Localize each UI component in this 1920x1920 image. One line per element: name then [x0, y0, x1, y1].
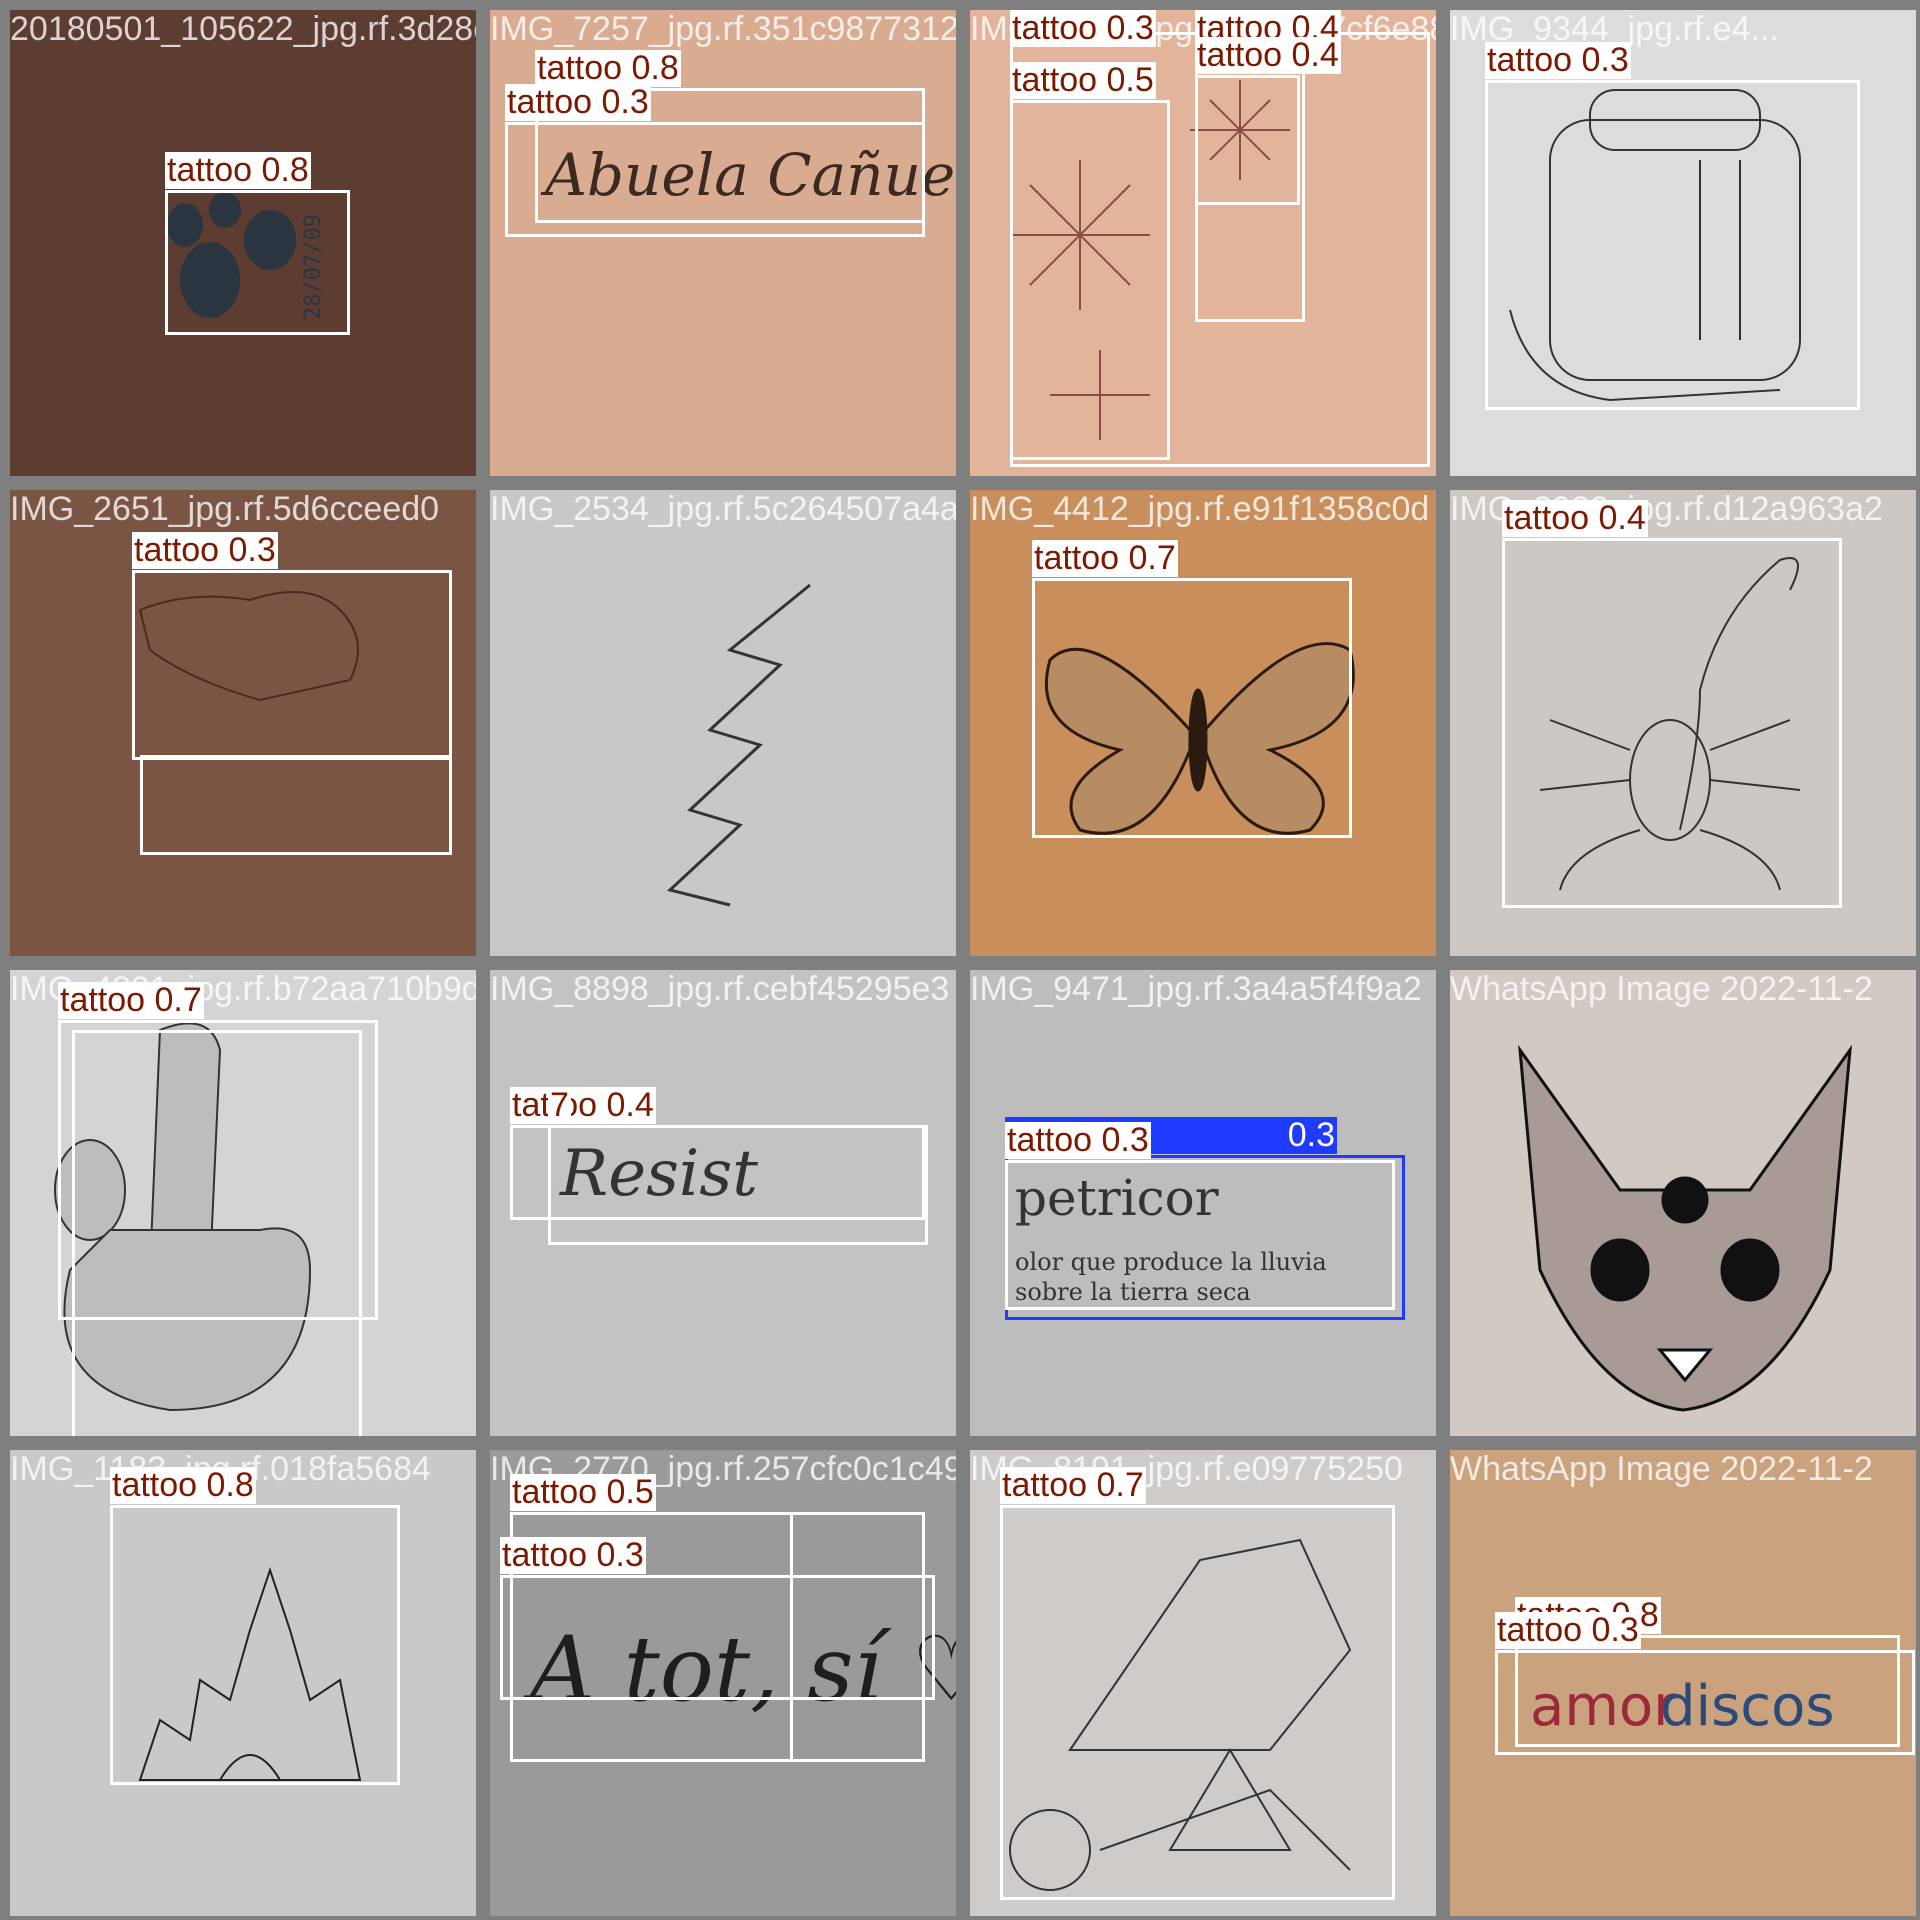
tile-photo [970, 970, 1436, 1436]
tattoo-artwork: Resist [559, 1137, 758, 1211]
tattoo-artwork: A tot, sí ♡ [523, 1617, 956, 1722]
detection-box [1195, 75, 1300, 205]
svg-text:Resist: Resist [559, 1137, 758, 1211]
detection-box [790, 1512, 925, 1762]
detection-label: tattoo 0.5 [1010, 61, 1156, 99]
image-tile: IMG_8191_jpg.rf.e09775250 tattoo 0.7 [970, 1450, 1436, 1916]
tattoo-artwork: Abuela Cañuela [540, 141, 956, 209]
detection-label: tattoo 0.3 [1010, 10, 1156, 47]
detection-box [140, 755, 452, 855]
detection-label: tattoo 0.3 [1005, 1121, 1151, 1159]
image-tile: IMG_2651_jpg.rf.5d6cceed0 tattoo 0.3 [10, 490, 476, 956]
detection-box [1515, 1635, 1900, 1747]
tile-filename: IMG_9471_jpg.rf.3a4a5f4f9a2 [970, 970, 1422, 1008]
detection-label: tattoo 0.3 [500, 1536, 646, 1574]
svg-text:A tot, sí ♡: A tot, sí ♡ [523, 1617, 956, 1722]
tile-filename: IMG_2651_jpg.rf.5d6cceed0 [10, 490, 440, 528]
detection-box [72, 1030, 362, 1436]
image-tile: A tot, sí ♡ IMG_2770_jpg.rf.257cfc0c1c492… [490, 1450, 956, 1916]
tile-photo [490, 970, 956, 1436]
detection-box [500, 1575, 935, 1700]
detection-label: tattoo 0.4 [1195, 36, 1341, 74]
tattoo-artwork [138, 1566, 362, 1781]
tile-filename: IMG_8898_jpg.rf.cebf45295e3 [490, 970, 950, 1008]
detection-label: tattoo 0.7 [1032, 539, 1178, 577]
tattoo-artwork [1539, 557, 1801, 891]
tile-filename: IMG_4412_jpg.rf.e91f1358c0d [970, 490, 1430, 528]
tattoo-artwork [1009, 1538, 1352, 1891]
tattoo-artwork: 28/07/09 [167, 192, 326, 320]
svg-text:Abuela Cañuela: Abuela Cañuela [540, 141, 956, 209]
detection-box [1005, 1160, 1395, 1310]
detection-label: tattoo 0.4 [1502, 499, 1648, 537]
tile-photo [1450, 10, 1916, 476]
tile-photo [490, 1450, 956, 1916]
image-tile: IMG_9344_jpg.rf.e4... tattoo 0.3 [1450, 10, 1916, 476]
tile-photo [1450, 1450, 1916, 1916]
detection-label: tattoo 0.3 [132, 531, 278, 569]
tattoo-artwork [666, 583, 811, 907]
svg-text:olor que produce la lluvia: olor que produce la lluvia [1015, 1248, 1327, 1276]
image-tile: WhatsApp Image 2022-11-2 [1450, 970, 1916, 1436]
tile-photo [490, 490, 956, 956]
image-tile: amor discos WhatsApp Image 2022-11-2 tattoo… [1450, 1450, 1916, 1916]
detection-label: tattoo 0.4 [510, 1086, 656, 1124]
detection-label: tattoo 0.3 [1485, 41, 1631, 79]
detection-box [1010, 100, 1170, 460]
svg-text:sobre la tierra seca: sobre la tierra seca [1015, 1278, 1251, 1306]
detection-box [1495, 1650, 1915, 1755]
tile-photo [10, 10, 476, 476]
tattoo-artwork [1509, 89, 1801, 402]
image-tile: IMG_9166_jpg.rf.7b2137cf6e887ftattoo 0.3… [970, 10, 1436, 476]
detection-label: tattoo 0.8 [110, 1466, 256, 1504]
tattoo-artwork [1044, 642, 1355, 835]
detection-box [1032, 578, 1352, 838]
tile-filename: 20180501_105622_jpg.rf.3d28c [10, 10, 476, 48]
detection-box [165, 190, 350, 335]
tile-filename: WhatsApp Image 2022-11-2 [1450, 1450, 1873, 1488]
svg-text:discos: discos [1660, 1674, 1835, 1739]
image-tile: Abuela Cañuela IMG_7257_jpg.rf.351c987731… [490, 10, 956, 476]
svg-text:amor: amor [1530, 1674, 1677, 1739]
tattoo-artwork: petricor olor que produce la lluviasobre … [1015, 1169, 1327, 1306]
svg-text:petricor: petricor [1015, 1169, 1219, 1227]
tattoo-artwork [1518, 1044, 1852, 1412]
detection-box [110, 1505, 400, 1785]
detection-box [548, 1125, 928, 1245]
tattoo-artwork [1010, 80, 1290, 440]
detection-label: tattoo 0.5 [510, 1473, 656, 1511]
tile-filename: IMG_7257_jpg.rf.351c98773124e [490, 10, 956, 48]
image-tile: IMG_4891_jpg.rf.b72aa710b9d tattoo 0.7 [10, 970, 476, 1436]
image-tile: petricor olor que produce la lluvia sobre … [970, 970, 1436, 1436]
tile-filename: IMG_9344_jpg.rf.e4... [1450, 10, 1779, 48]
detection-box [505, 122, 925, 237]
image-tile: IMG_3922_jpg.rf.d12a963a2 tattoo 0.4 [1450, 490, 1916, 956]
detection-box [1000, 1505, 1395, 1900]
detection-label: tattoo 0.8 [165, 151, 311, 189]
detection-label: tattoo 0.8 [535, 49, 681, 87]
tile-photo [970, 1450, 1436, 1916]
tattoo-artwork [138, 591, 359, 702]
detection-box [132, 570, 452, 760]
detection-box [1502, 538, 1842, 908]
image-tile: IMG_2534_jpg.rf.5c264507a4a6 [490, 490, 956, 956]
detection-box [1485, 80, 1860, 410]
detection-label: tattoo 0.7 [1000, 1466, 1146, 1504]
detection-label: tattoo 0.3 [505, 83, 651, 121]
tile-filename: WhatsApp Image 2022-11-2 [1450, 970, 1873, 1008]
detection-label: tattoo 0.7 [58, 981, 204, 1019]
detection-label: tattoo 0.3 [1495, 1611, 1641, 1649]
tile-filename: IMG_2534_jpg.rf.5c264507a4a6 [490, 490, 956, 528]
image-tile: IMG_1183_jpg.rf.018fa5684tattoo 0.8 [10, 1450, 476, 1916]
detection-label: 7 [548, 1086, 571, 1124]
svg-text:28/07/09: 28/07/09 [301, 214, 326, 320]
detection-box [58, 1020, 378, 1320]
